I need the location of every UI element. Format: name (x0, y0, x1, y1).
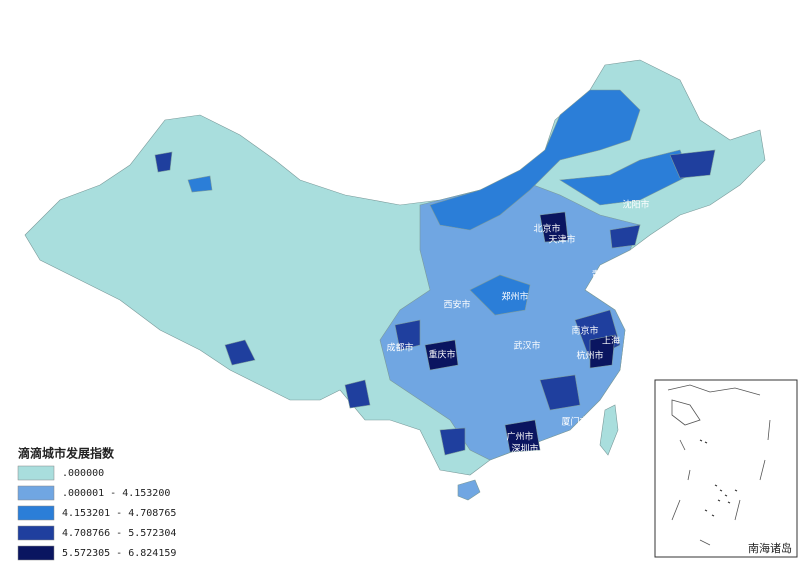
city-label: 郑州市 (501, 291, 528, 303)
legend-swatch (17, 505, 55, 521)
region-class-4 (609, 224, 641, 249)
taiwan (599, 404, 619, 456)
legend-title: 滴滴城市发展指数 (18, 446, 115, 461)
legend-swatch (17, 525, 55, 541)
region-class-4 (344, 379, 371, 409)
legend-swatch (17, 485, 55, 501)
city-label: 成都市 (386, 342, 413, 354)
region-class-4 (394, 319, 421, 351)
city-label: 重庆市 (428, 349, 455, 361)
region-class-5 (539, 211, 569, 243)
legend-label: 4.153201 - 4.708765 (62, 508, 176, 519)
region-class-5 (589, 334, 616, 369)
legend-label: 4.708766 - 5.572304 (62, 528, 176, 539)
legend-label: 5.572305 - 6.824159 (62, 548, 176, 559)
inset-islands (699, 439, 738, 517)
city-label: 广州市 (506, 431, 533, 443)
region-class-4 (539, 374, 581, 411)
city-label: 上海 (602, 335, 620, 347)
region-class-3 (187, 175, 213, 193)
legend: 滴滴城市发展指数 .000000 .000001 - 4.153200 4.1532… (17, 446, 176, 561)
legend-label: .000000 (62, 468, 104, 479)
inset-coast (667, 384, 761, 426)
hainan (457, 479, 481, 501)
legend-swatch (17, 545, 55, 561)
city-label: 深圳市 (511, 443, 538, 455)
region-class-4 (224, 339, 256, 366)
region-class-4 (439, 427, 466, 456)
city-label: 西安市 (443, 299, 470, 311)
legend-label: .000001 - 4.153200 (62, 488, 170, 499)
region-class-4 (154, 151, 173, 173)
city-label: 武汉市 (513, 340, 540, 352)
legend-swatch (17, 465, 55, 481)
inset-boundary (671, 419, 771, 546)
region-class-3 (469, 274, 531, 316)
region-class-5 (424, 339, 459, 371)
city-label: 青岛市 (591, 269, 618, 281)
region-class-3 (429, 89, 641, 231)
city-label: 南京市 (571, 325, 598, 337)
region-class-4 (669, 149, 716, 179)
region-class-5 (504, 419, 541, 453)
inset-label: 南海诸岛 (748, 541, 792, 555)
city-label: 沈阳市 (622, 199, 649, 211)
city-label: 天津市 (548, 234, 575, 246)
city-label: 厦门市 (561, 416, 588, 428)
city-label: 杭州市 (576, 350, 603, 362)
inset-frame (654, 379, 798, 558)
inset: 南海诸岛 (654, 379, 798, 558)
city-label: 北京市 (533, 223, 560, 235)
